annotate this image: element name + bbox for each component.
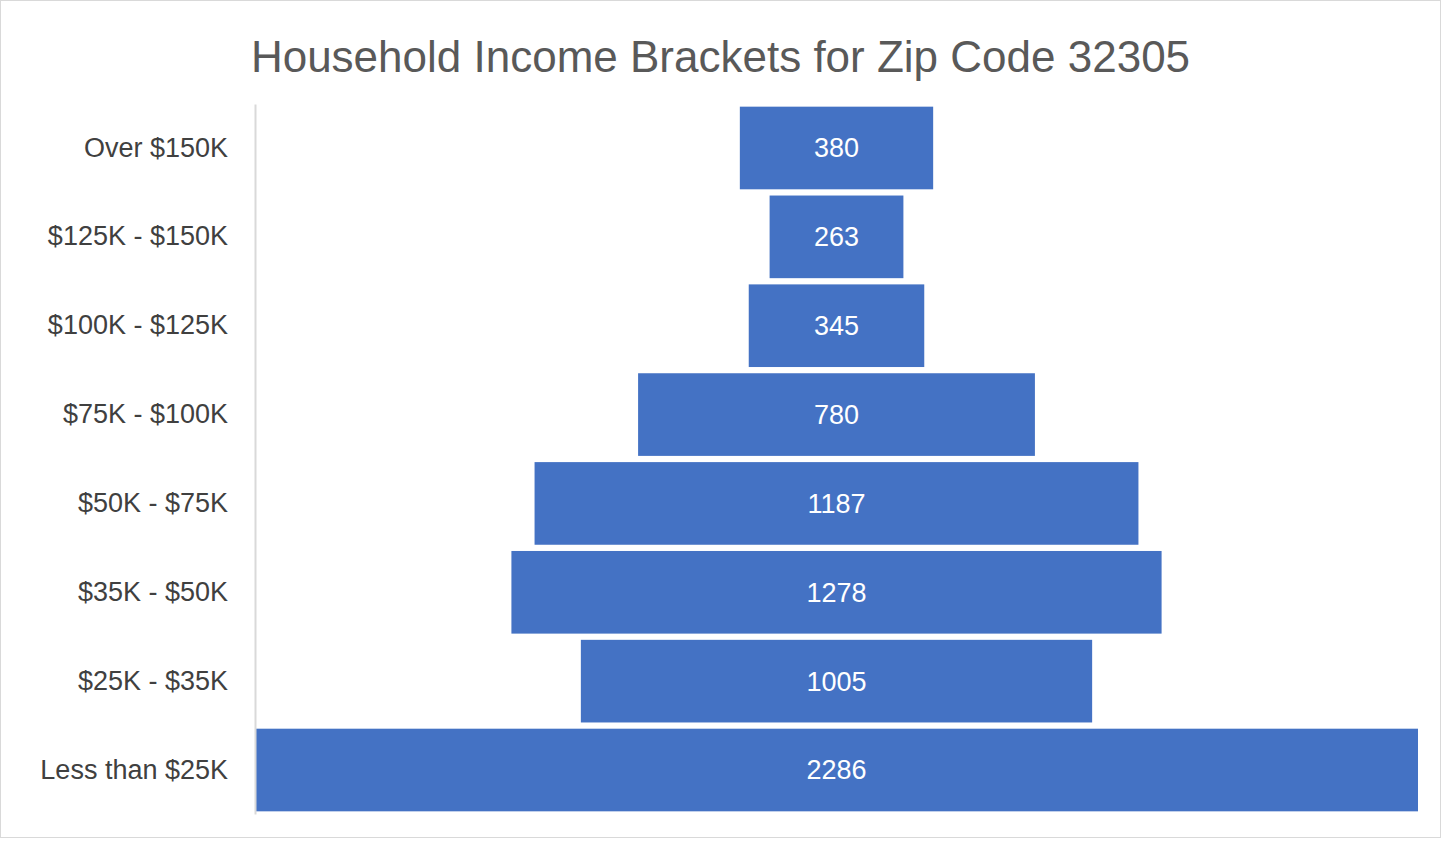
data-label: 1005: [806, 667, 866, 697]
tick: $75K - $100K: [63, 399, 228, 429]
tick-label: Over $150K: [84, 133, 228, 163]
data-label: 1187: [807, 489, 865, 519]
data-label: 263: [814, 222, 859, 252]
data-label: 345: [814, 311, 859, 341]
tick: $125K - $150K: [48, 221, 228, 251]
chart-svg: Household Income Brackets for Zip Code 3…: [0, 0, 1441, 841]
chart-container: Household Income Brackets for Zip Code 3…: [0, 0, 1441, 841]
tick-label: $35K - $50K: [78, 577, 228, 607]
tick-label: $100K - $125K: [48, 310, 228, 340]
bar: [255, 729, 1418, 812]
tick-label: $75K - $100K: [63, 399, 228, 429]
tick-label: Less than $25K: [40, 755, 228, 785]
category-axis: Over $150K $125K - $150K $100K - $125K $75K…: [40, 105, 255, 815]
data-label: 380: [814, 133, 859, 163]
tick-label: $50K - $75K: [78, 488, 228, 518]
bar: [535, 462, 1139, 545]
tick: Less than $25K: [40, 755, 228, 785]
bar: [770, 196, 904, 279]
bar: [749, 284, 925, 367]
chart-title: Household Income Brackets for Zip Code 3…: [251, 32, 1190, 81]
tick: $100K - $125K: [48, 310, 228, 340]
data-label: 780: [814, 400, 859, 430]
tick-label: $125K - $150K: [48, 221, 228, 251]
tick-label: $25K - $35K: [78, 666, 228, 696]
data-labels: 380 263 345 780 1187 1278 1005 2286: [806, 133, 866, 785]
bar: [740, 107, 933, 190]
axis-line: [255, 105, 257, 815]
data-label: 2286: [806, 755, 866, 785]
bar: [581, 640, 1092, 723]
tick: $25K - $35K: [78, 666, 228, 696]
tick: $35K - $50K: [78, 577, 228, 607]
bars: [255, 107, 1418, 812]
bar: [511, 551, 1161, 634]
chart-frame: [1, 1, 1441, 838]
tick: $50K - $75K: [78, 488, 228, 518]
tick: Over $150K: [84, 133, 228, 163]
bar: [638, 373, 1035, 456]
data-label: 1278: [806, 578, 866, 608]
